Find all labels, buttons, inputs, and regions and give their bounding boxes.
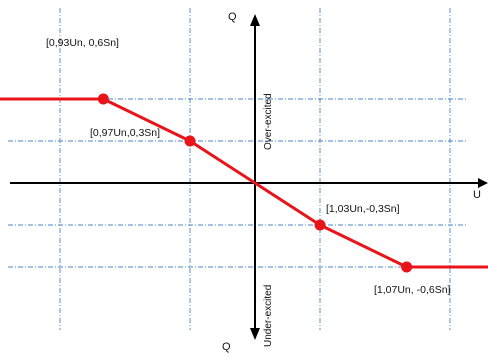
data-point — [97, 93, 109, 105]
y-axis-arrow-down — [250, 328, 260, 340]
y-axis-arrow-up — [250, 14, 260, 26]
data-point — [401, 261, 413, 273]
curve-group — [0, 93, 488, 273]
data-label: [1,07Un, -0,6Sn] — [374, 284, 451, 296]
data-point — [184, 135, 196, 147]
data-point — [314, 219, 326, 231]
region-label-under-excited: Under-excited — [263, 285, 274, 347]
region-label-over-excited: Over-excited — [263, 93, 274, 150]
labels-group: [0,93Un, 0,6Sn] [0,97Un,0,3Sn] [1,03Un,-0,… — [46, 11, 481, 353]
axes — [10, 14, 488, 340]
data-label: [0,97Un,0,3Sn] — [90, 127, 160, 139]
grid-lines — [8, 8, 468, 330]
x-axis-arrow — [478, 178, 488, 188]
y-axis-label-top: Q — [228, 11, 237, 23]
data-label: [1,03Un,-0,3Sn] — [326, 203, 400, 215]
data-label: [0,93Un, 0,6Sn] — [46, 37, 119, 49]
y-axis-label-bottom: Q — [222, 341, 231, 353]
x-axis-label: U — [473, 189, 481, 201]
